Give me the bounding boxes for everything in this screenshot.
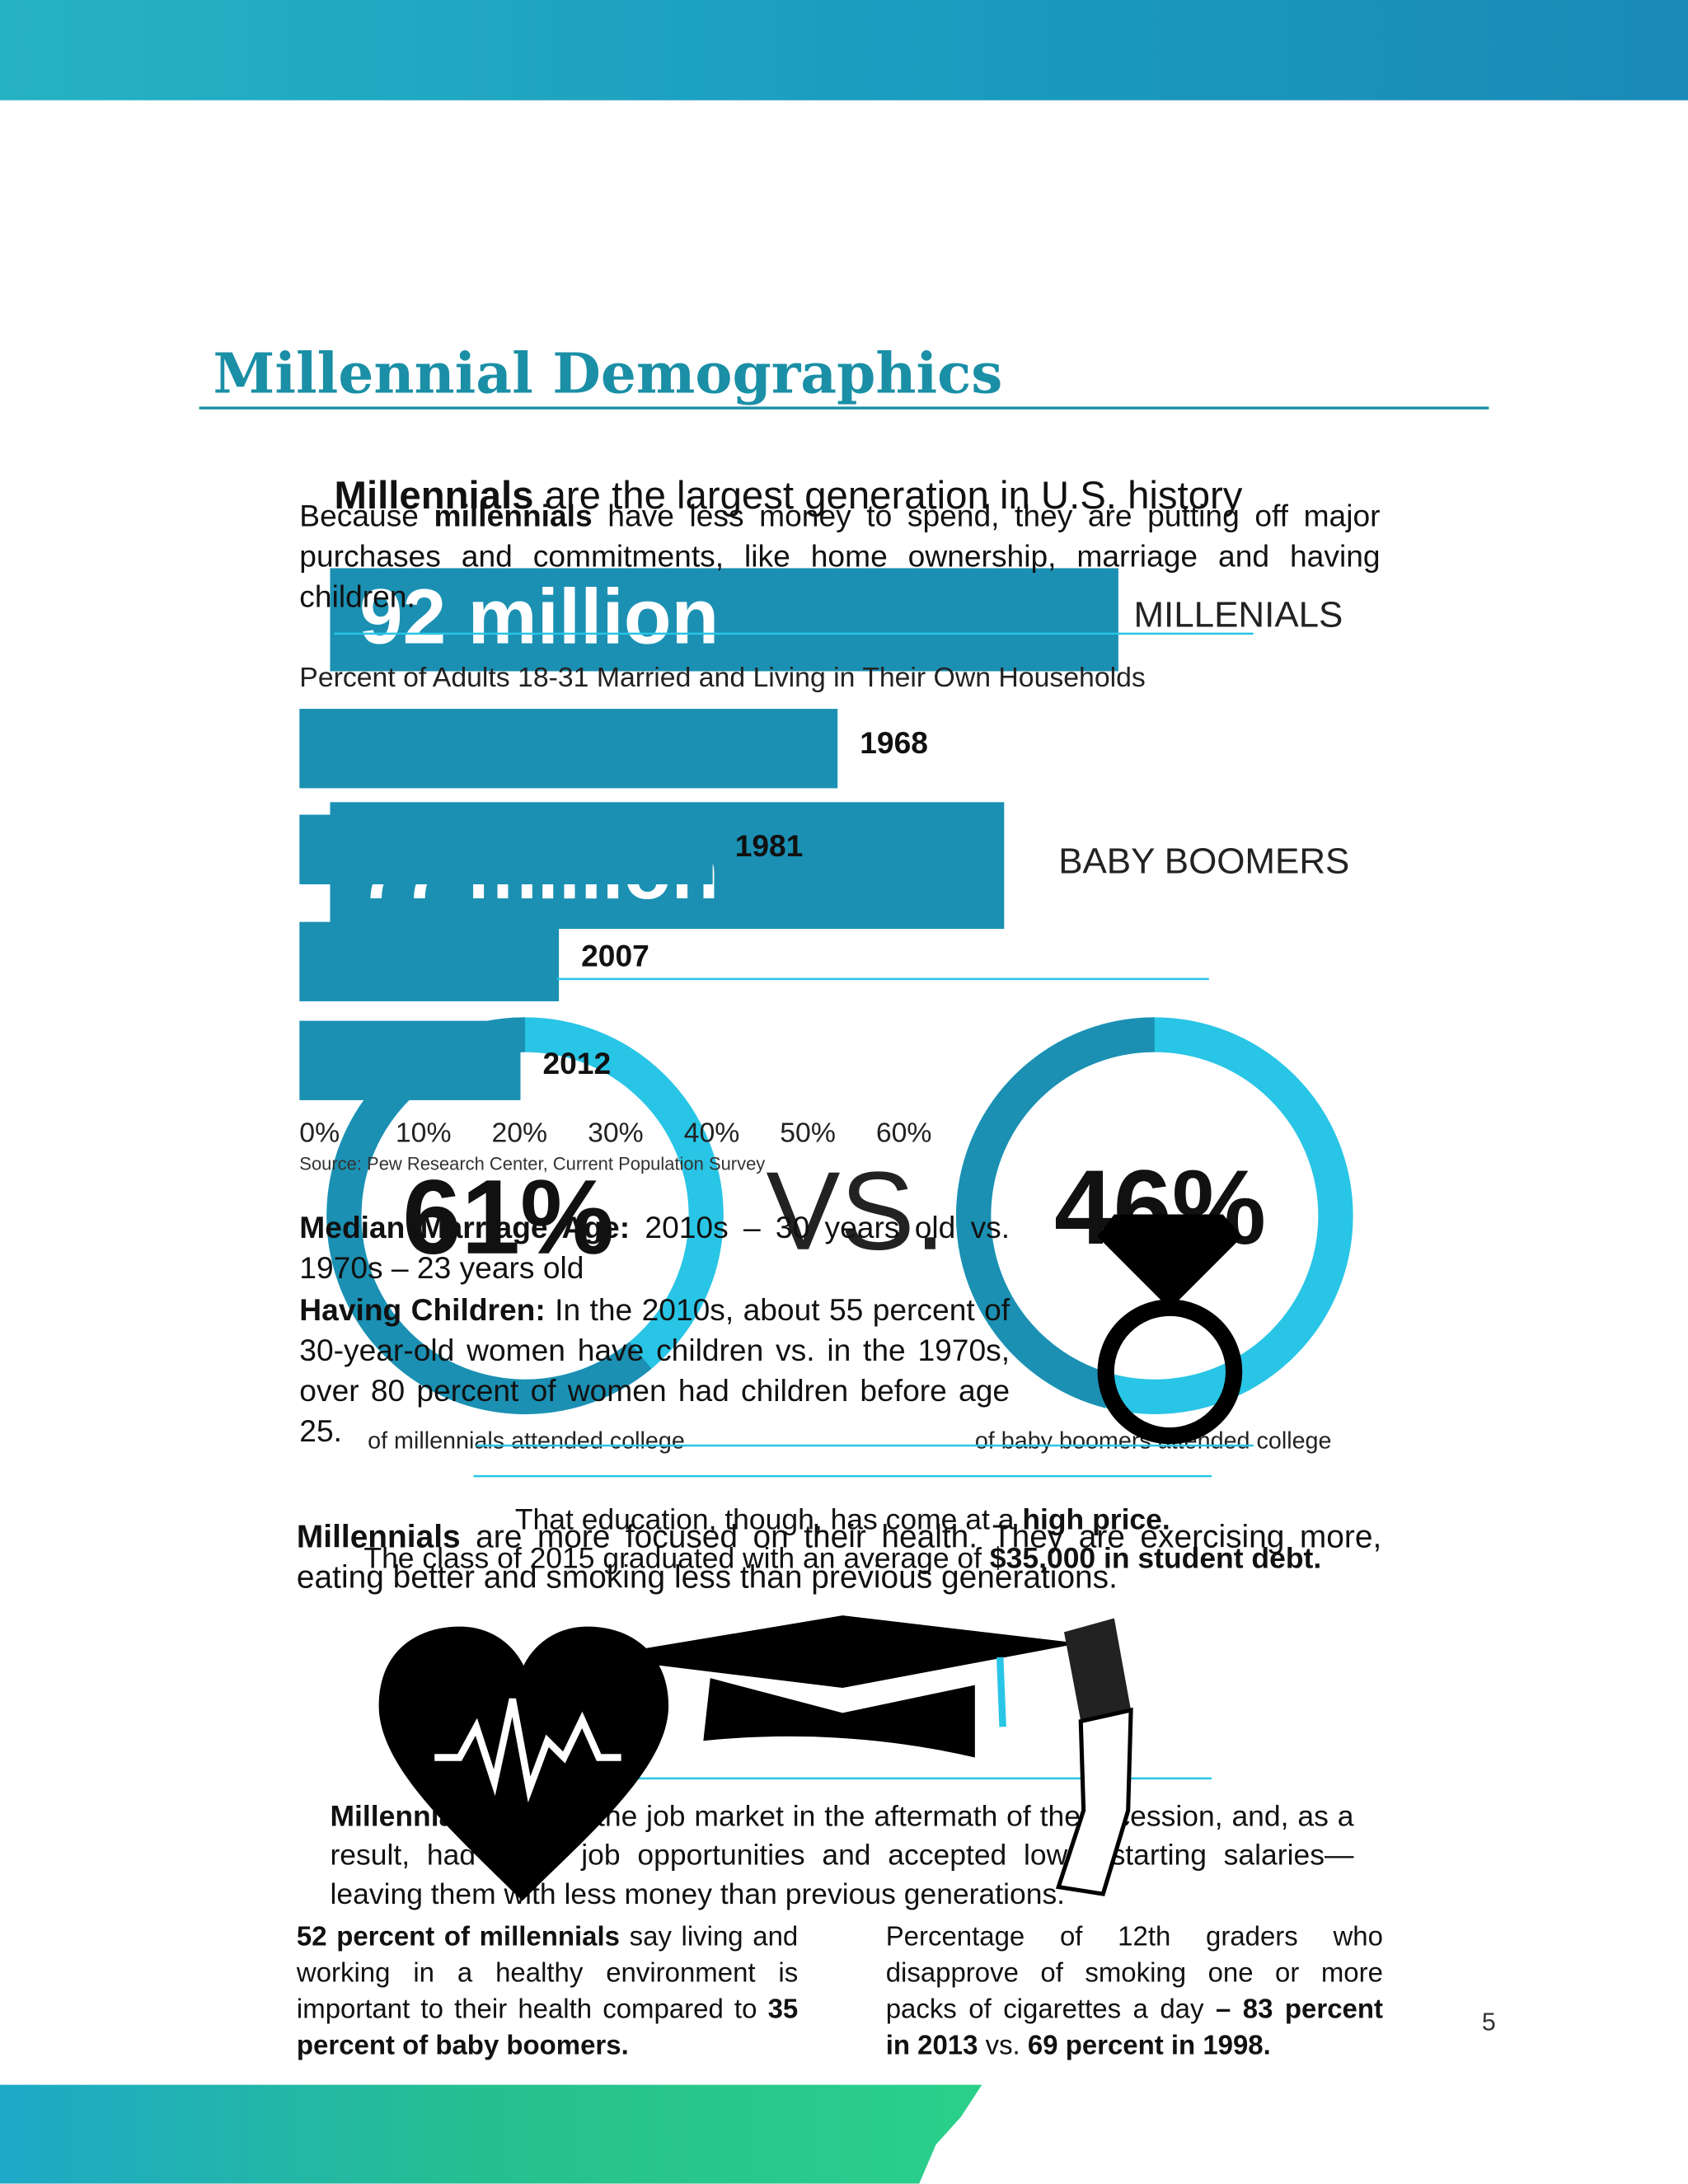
paragraph: Because millennials have less money to s… xyxy=(299,496,1380,617)
text-run: The class of 2015 graduated with an aver… xyxy=(363,1543,990,1576)
text-run: Millennials xyxy=(334,473,534,517)
millennials-count: 92 million xyxy=(359,574,719,661)
x-tick-label: 60% xyxy=(876,1118,932,1149)
footer-band xyxy=(0,2084,982,2184)
cap-tassel xyxy=(996,1657,1006,1727)
ring-gem xyxy=(1097,1214,1243,1310)
bar-label: 2012 xyxy=(543,1046,612,1080)
text-run: 35 percent of baby boomers. xyxy=(296,1994,799,2061)
x-tick-label: 30% xyxy=(588,1118,644,1149)
vs-label: VS. xyxy=(766,1149,945,1273)
donut-arc xyxy=(956,1017,1155,1408)
text-run: vs. xyxy=(978,2030,1028,2061)
x-tick-label: 10% xyxy=(396,1118,452,1149)
text-run: 2010s – 30 years old vs. 1970s – 23 year… xyxy=(299,1210,1010,1286)
text-run: high price. xyxy=(1022,1503,1170,1536)
text-run: millennials xyxy=(434,498,593,534)
paragraph: The class of 2015 graduated with an aver… xyxy=(279,1540,1407,1579)
text-run: Having Children: xyxy=(299,1292,546,1328)
paragraph: Millennials are more focused on their he… xyxy=(297,1516,1381,1597)
donut-label: 61% xyxy=(402,1159,614,1277)
page-number: 5 xyxy=(1482,2008,1496,2036)
x-tick-label: 50% xyxy=(780,1118,836,1149)
cigarette-filter xyxy=(1063,1618,1132,1722)
chart-title: Percent of Adults 18-31 Married and Livi… xyxy=(299,662,1146,693)
text-run: Percentage of 12th graders who disapprov… xyxy=(885,1921,1383,2025)
bar xyxy=(299,921,560,1001)
cap-base xyxy=(703,1678,975,1758)
millennials-label: MILLENIALS xyxy=(1133,594,1343,635)
bar-label: 1968 xyxy=(860,725,928,760)
cap-top xyxy=(592,1615,1080,1689)
ring-band xyxy=(1097,1299,1243,1445)
page-title: Millennial Demographics xyxy=(213,341,1003,406)
text-run: have less money to spend, they are putti… xyxy=(299,498,1381,615)
text-run: 69 percent in 1998. xyxy=(1027,2030,1271,2061)
text-run: In the 2010s, about 55 percent of 30-yea… xyxy=(299,1292,1010,1449)
x-tick-label: 0% xyxy=(299,1118,340,1149)
x-tick-label: 40% xyxy=(684,1118,740,1149)
boomers-label: BABY BOOMERS xyxy=(1058,841,1349,881)
donut-caption: of millennials attended college xyxy=(368,1427,685,1454)
chart-source: Source: Pew Research Center, Current Pop… xyxy=(299,1153,765,1174)
text-run: That education, though, has come at a xyxy=(514,1503,1023,1536)
text-run: are the largest generation in U.S. histo… xyxy=(533,473,1243,517)
x-tick-label: 20% xyxy=(491,1118,547,1149)
paragraph: Having Children: In the 2010s, about 55 … xyxy=(299,1290,1010,1451)
text-run: $35,000 in student debt. xyxy=(989,1543,1322,1576)
paragraph: Percentage of 12th graders who disapprov… xyxy=(886,1919,1383,2064)
headline: Millennials are the largest generation i… xyxy=(335,471,1358,521)
bar xyxy=(299,709,838,789)
bar-label: 1981 xyxy=(735,828,804,863)
text-run: Millennials xyxy=(296,1517,461,1554)
millennials-bar xyxy=(330,568,1118,672)
text-run: say living and working in a healthy envi… xyxy=(296,1921,799,2025)
paragraph: That education, though, has come at a hi… xyxy=(279,1502,1407,1540)
bar xyxy=(299,814,713,885)
heartbeat xyxy=(434,1698,621,1803)
paragraph: Median Marriage Age: 2010s – 30 years ol… xyxy=(299,1207,1010,1288)
text-run: – 83 percent in 2013 xyxy=(885,1994,1383,2061)
bar-label: 2007 xyxy=(581,939,649,973)
text-run: Median Marriage Age: xyxy=(299,1210,631,1245)
cigarette xyxy=(1055,1707,1133,1896)
bar xyxy=(299,1020,521,1100)
header-band xyxy=(0,0,1688,101)
text-run: are more focused on their health. They a… xyxy=(296,1517,1382,1595)
paragraph: 52 percent of millennials say living and… xyxy=(297,1919,798,2064)
text-run: Because xyxy=(299,498,434,534)
text-run: 52 percent of millennials xyxy=(296,1921,620,1953)
